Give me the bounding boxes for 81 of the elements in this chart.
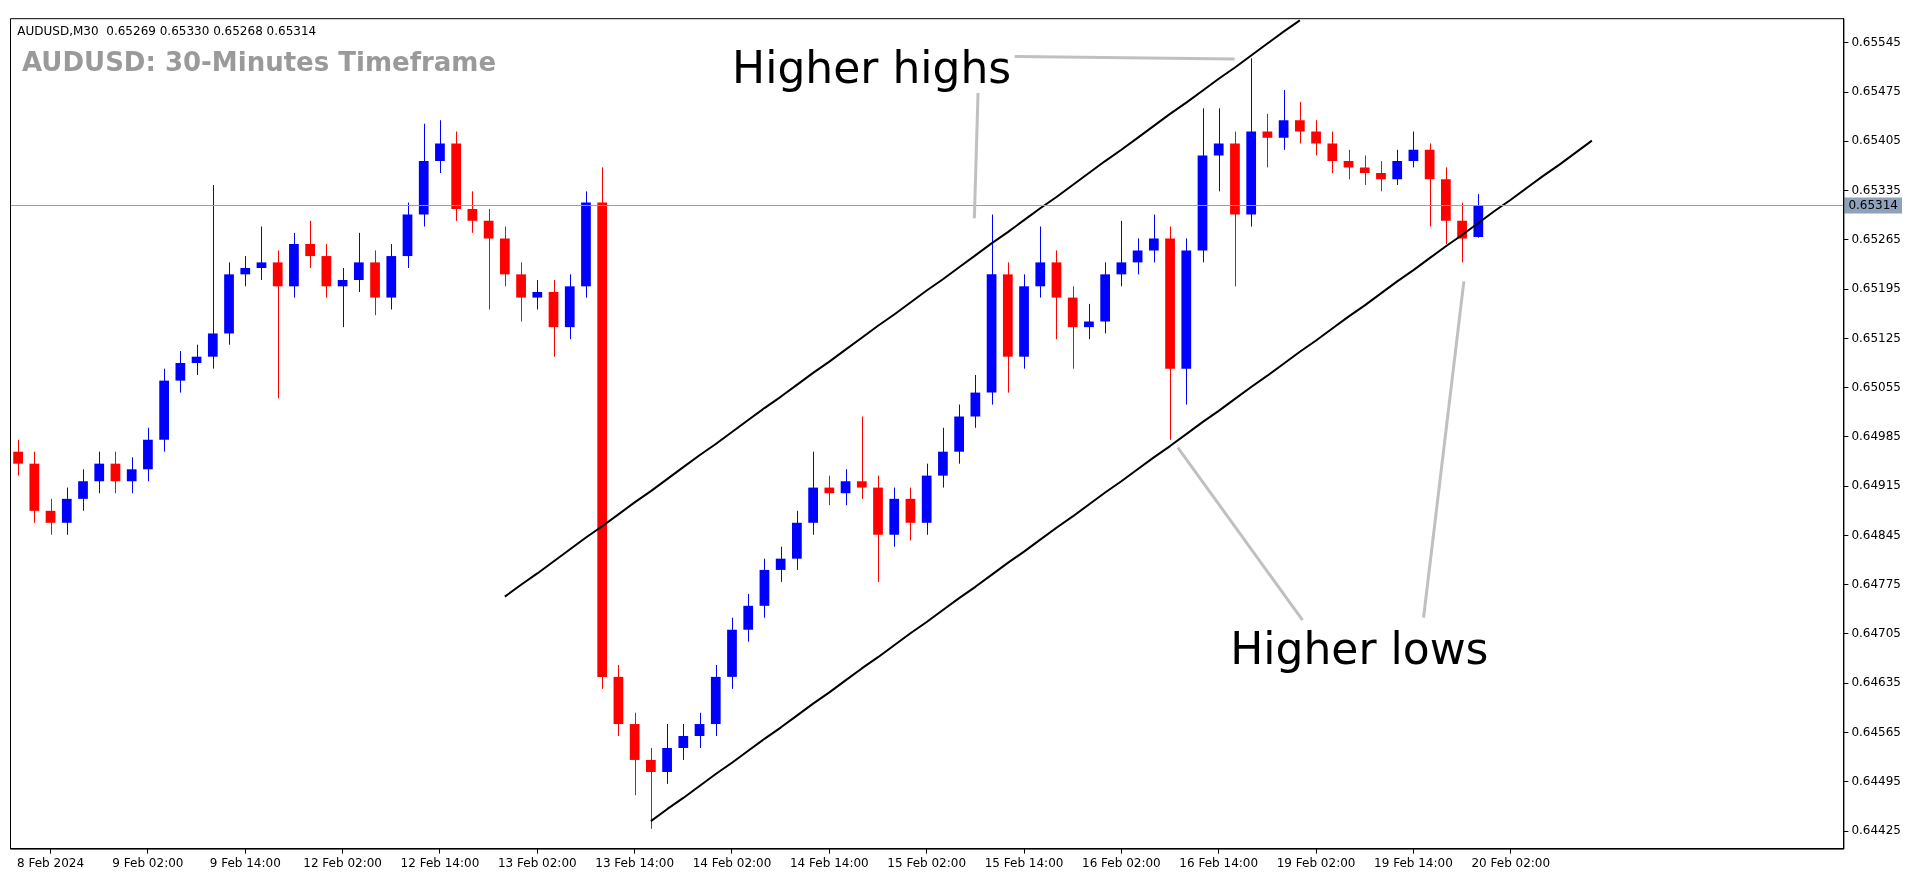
y-tick-label: 0.65055 — [1851, 379, 1901, 394]
candlestick — [1311, 119, 1321, 156]
y-tick-label: 0.65545 — [1851, 34, 1901, 49]
candlestick — [856, 416, 867, 500]
candlestick — [516, 261, 526, 323]
candlestick — [207, 184, 218, 370]
candlestick — [1376, 160, 1386, 192]
candlestick — [13, 439, 23, 477]
candlestick — [970, 374, 981, 429]
ref-line-label: 0.65314 — [1848, 197, 1898, 212]
candlestick — [1359, 154, 1370, 186]
candlestick — [435, 119, 445, 174]
candlestick — [1294, 101, 1305, 144]
y-tick-label: 0.65265 — [1851, 232, 1901, 246]
candlestick — [824, 475, 835, 506]
candlestick — [175, 350, 186, 394]
y-tick-label: 0.64915 — [1851, 478, 1901, 493]
candlestick — [938, 427, 948, 489]
candlestick — [305, 220, 316, 269]
candlestick — [1278, 89, 1289, 151]
y-tick-label: 0.65195 — [1851, 281, 1901, 296]
candlestick — [662, 723, 672, 785]
candlestick — [775, 546, 786, 583]
candlestick — [1084, 303, 1094, 340]
y-tick-label: 0.64495 — [1851, 773, 1901, 788]
candlestick — [1148, 214, 1159, 263]
x-tick-label: 16 Feb 02:00 — [1082, 855, 1161, 870]
annotation: Higher highs — [732, 41, 1012, 93]
x-tick-label: 14 Feb 02:00 — [692, 855, 772, 870]
candlestick — [126, 456, 137, 494]
x-tick-label: 12 Feb 02:00 — [303, 855, 382, 870]
candlestick — [467, 190, 478, 234]
y-tick-label: 0.64635 — [1851, 675, 1901, 690]
candlestick — [1408, 131, 1419, 168]
annotation: AUDUSD,M30 0.65269 0.65330 0.65268 0.65314 — [17, 23, 317, 38]
candlestick — [353, 232, 364, 293]
text: AUDUSD: 30-Minutes Timeframe — [22, 46, 497, 77]
candlestick — [694, 712, 705, 749]
candlestick — [256, 226, 267, 281]
y-tick-label: 0.65125 — [1851, 330, 1901, 345]
candlestick — [905, 487, 916, 541]
candlestick — [240, 255, 251, 287]
x-tick-label: 15 Feb 02:00 — [887, 855, 967, 870]
candlestick — [1213, 107, 1224, 192]
y-tick-label: 0.64985 — [1851, 429, 1901, 444]
y-tick-label: 0.64425 — [1851, 823, 1901, 838]
x-tick-label: 13 Feb 14:00 — [595, 855, 675, 870]
candlestick — [743, 593, 754, 643]
candlestick — [45, 498, 56, 536]
x-tick-label: 19 Feb 02:00 — [1276, 855, 1356, 870]
candlestick — [1116, 220, 1127, 287]
annotation: Higher lows — [1230, 623, 1489, 675]
x-tick-label: 13 Feb 02:00 — [497, 855, 577, 870]
y-tick-label: 0.64565 — [1851, 724, 1901, 739]
y-tick-label: 0.64705 — [1851, 626, 1901, 641]
candlestick — [1327, 131, 1338, 174]
x-tick-label: 20 Feb 02:00 — [1471, 855, 1551, 870]
x-tick-label: 14 Feb 14:00 — [789, 855, 869, 870]
candlestick — [94, 451, 105, 494]
candlestick — [840, 468, 851, 506]
candlestick — [78, 468, 88, 512]
y-tick-label: 0.65405 — [1851, 133, 1901, 148]
candlestick — [1132, 237, 1143, 275]
x-tick-label: 16 Feb 14:00 — [1179, 855, 1259, 870]
candlestick — [1392, 149, 1403, 186]
y-tick-label: 0.64845 — [1851, 527, 1901, 542]
candlestick — [272, 249, 283, 399]
y-tick-label: 0.65475 — [1851, 84, 1901, 99]
candlestick — [532, 279, 543, 311]
x-tick-label: 9 Feb 14:00 — [209, 855, 281, 870]
candlestick — [61, 487, 72, 536]
x-tick-label: 12 Feb 14:00 — [400, 855, 480, 870]
candlestick — [678, 723, 689, 761]
y-tick-label: 0.65335 — [1851, 182, 1901, 197]
y-tick-label: 0.64775 — [1851, 576, 1901, 591]
candlestick — [1035, 226, 1046, 299]
x-tick-label: 9 Feb 02:00 — [112, 855, 184, 870]
x-tick-label: 19 Feb 14:00 — [1374, 855, 1453, 870]
x-tick-label: 15 Feb 14:00 — [984, 855, 1064, 870]
x-tick-label: 8 Feb 2024 — [17, 855, 85, 870]
candlestick — [646, 747, 656, 830]
